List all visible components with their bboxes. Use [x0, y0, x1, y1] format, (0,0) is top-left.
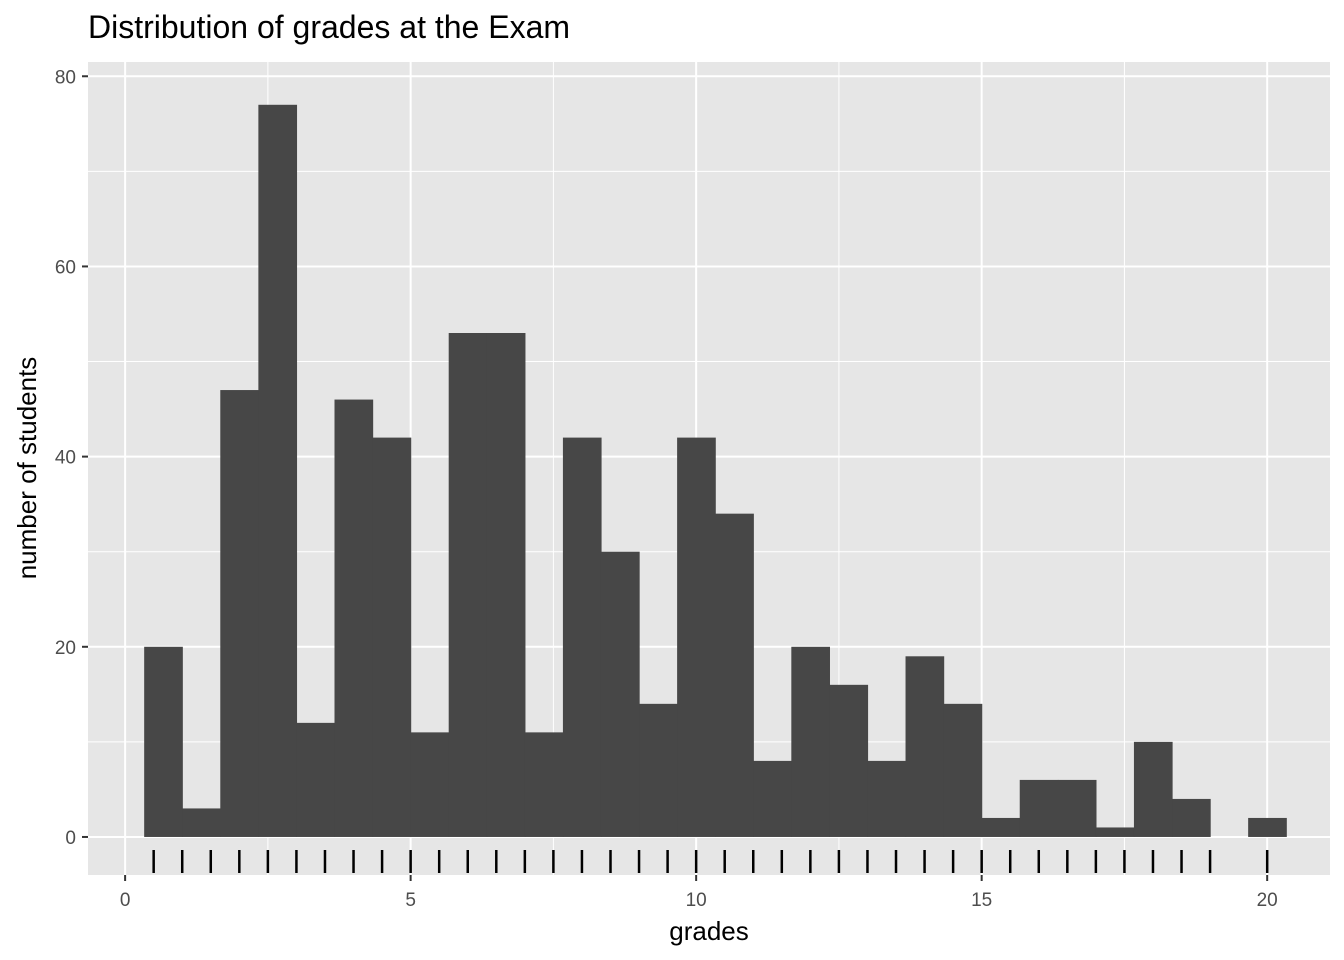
- histogram-bar: [182, 808, 221, 837]
- histogram-bar: [448, 333, 488, 837]
- histogram-bars: [144, 104, 1287, 837]
- histogram-bar: [334, 399, 374, 837]
- y-tick-label: 40: [55, 448, 76, 469]
- rug-ticks: [152, 850, 1269, 873]
- histogram-bar: [144, 646, 183, 837]
- histogram-bar: [981, 817, 1021, 837]
- x-tick-label: 10: [686, 890, 707, 911]
- x-axis-title: grades: [669, 916, 749, 946]
- histogram-bar: [867, 760, 907, 837]
- histogram-bar: [905, 656, 945, 837]
- y-tick-label: 20: [55, 638, 76, 659]
- x-tick-label: 0: [120, 890, 131, 911]
- histogram-bar: [1095, 827, 1135, 837]
- histogram-bar: [943, 703, 983, 837]
- chart-title: Distribution of grades at the Exam: [88, 9, 570, 45]
- histogram-bar: [1133, 741, 1173, 837]
- histogram-bar: [639, 703, 678, 837]
- histogram-bar: [486, 333, 526, 837]
- histogram-bar: [220, 390, 259, 837]
- histogram-bar: [753, 760, 792, 837]
- histogram-bar: [600, 551, 640, 837]
- histogram-bar: [410, 732, 450, 837]
- histogram-bar: [1248, 817, 1287, 837]
- x-tick-label: 20: [1257, 890, 1278, 911]
- histogram-bar: [715, 513, 754, 837]
- histogram-bar: [829, 684, 869, 837]
- histogram-bar: [1019, 779, 1059, 837]
- histogram-bar: [1172, 798, 1211, 837]
- x-tick-label: 5: [405, 890, 416, 911]
- y-tick-label: 0: [65, 828, 76, 849]
- histogram-bar: [1057, 779, 1097, 837]
- histogram-bar: [562, 437, 602, 837]
- histogram-bar: [791, 646, 830, 837]
- histogram-bar: [372, 437, 412, 837]
- y-axis: 0 20 40 60 80: [55, 67, 88, 849]
- histogram-bar: [296, 722, 336, 837]
- y-tick-label: 80: [55, 67, 76, 88]
- x-axis: 0 5 10 15 20: [120, 875, 1278, 911]
- histogram-bar: [524, 732, 564, 837]
- x-tick-label: 15: [971, 890, 992, 911]
- histogram-bar: [258, 104, 298, 837]
- y-tick-label: 60: [55, 257, 76, 278]
- y-axis-title: number of students: [12, 357, 42, 580]
- histogram-bar: [677, 437, 716, 837]
